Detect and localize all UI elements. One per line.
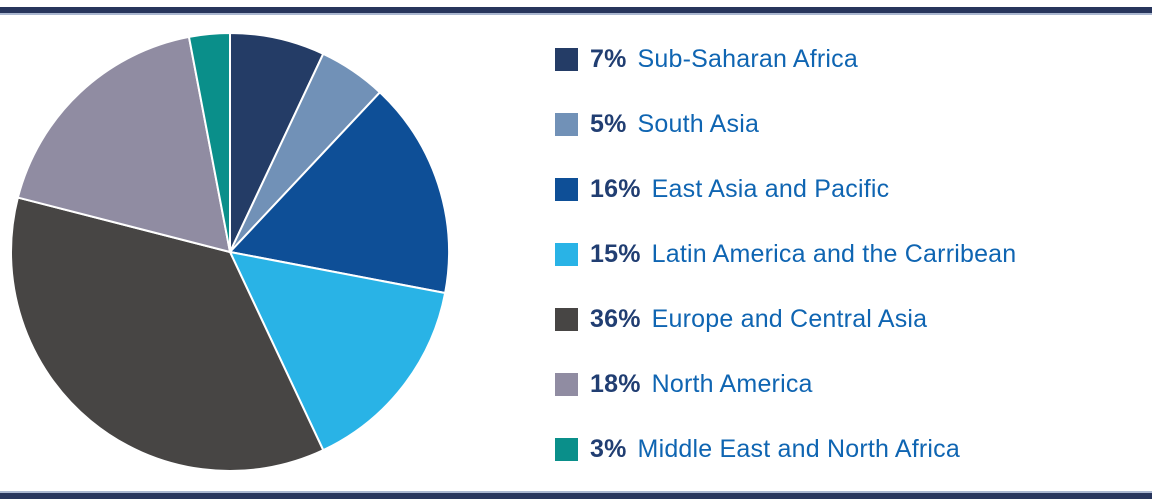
pie-slice-latin-america-and-the-carribean: [229, 251, 447, 452]
legend-item-sub-saharan-africa: 7% Sub-Saharan Africa: [555, 45, 1016, 73]
legend-label: Middle East and North Africa: [637, 435, 960, 463]
legend-swatch: [555, 438, 578, 461]
legend-label: Europe and Central Asia: [651, 305, 928, 333]
legend-swatch: [555, 178, 578, 201]
legend-item-europe-and-central-asia: 36% Europe and Central Asia: [555, 305, 1016, 333]
legend-item-north-america: 18% North America: [555, 370, 1016, 398]
pie-slice-europe-and-central-asia: [10, 196, 325, 473]
legend-item-latin-america-and-the-carribean: 15% Latin America and the Carribean: [555, 240, 1017, 268]
legend-label: East Asia and Pacific: [651, 175, 890, 203]
legend-percent: 15%: [590, 240, 641, 268]
top-rule: [0, 7, 1152, 15]
legend-swatch: [555, 113, 578, 136]
legend-percent: 18%: [590, 370, 641, 398]
bottom-rule: [0, 491, 1152, 499]
legend-percent: 16%: [590, 175, 641, 203]
legend-swatch: [555, 243, 578, 266]
pie-slice-north-america: [16, 35, 231, 253]
legend-label: Latin America and the Carribean: [651, 240, 1017, 268]
legend-percent: 7%: [590, 45, 627, 73]
legend-item-east-asia-and-pacific: 16% East Asia and Pacific: [555, 175, 1016, 203]
legend-label: North America: [651, 370, 813, 398]
pie-chart: [9, 31, 451, 473]
legend-label: South Asia: [637, 110, 760, 138]
pie-svg: [10, 32, 450, 473]
legend-percent: 5%: [590, 110, 627, 138]
pie-slice-middle-east-and-north-africa: [187, 32, 231, 253]
legend-label: Sub-Saharan Africa: [637, 45, 858, 73]
legend-percent: 3%: [590, 435, 627, 463]
legend-percent: 36%: [590, 305, 641, 333]
legend: 7% Sub-Saharan Africa 5% South Asia 16% …: [555, 45, 1017, 463]
legend-swatch: [555, 308, 578, 331]
legend-item-south-asia: 5% South Asia: [555, 110, 1016, 138]
pie-slice-east-asia-and-pacific: [229, 91, 450, 295]
legend-swatch: [555, 373, 578, 396]
legend-item-middle-east-and-north-africa: 3% Middle East and North Africa: [555, 435, 1016, 463]
legend-swatch: [555, 48, 578, 71]
